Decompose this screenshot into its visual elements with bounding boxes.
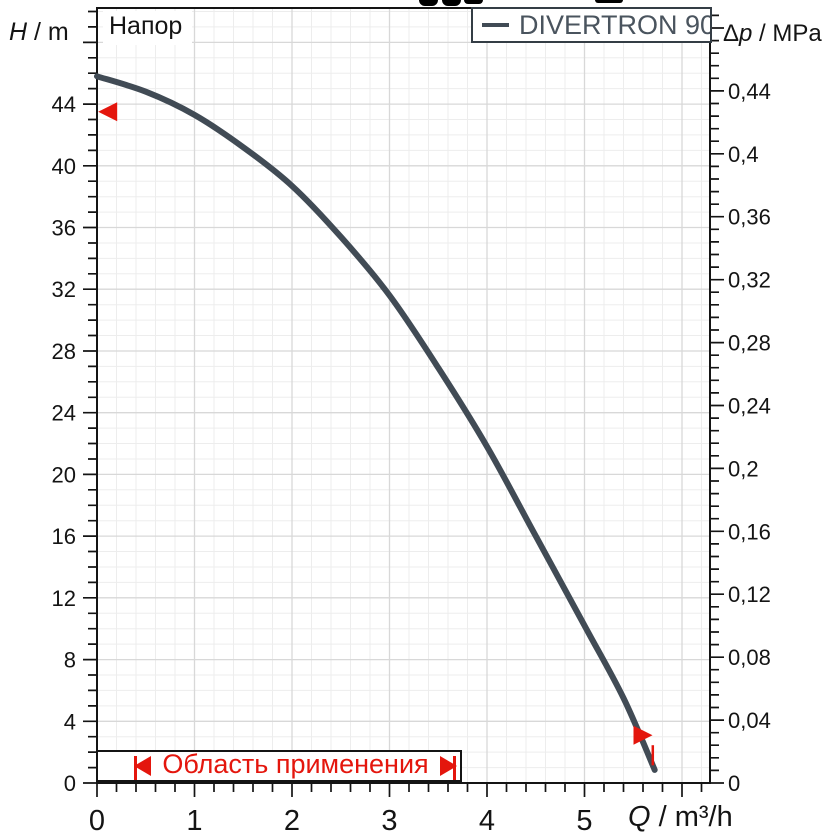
axis-ticks [83,10,724,797]
svg-text:12: 12 [52,586,76,611]
svg-text:32: 32 [52,277,76,302]
cropped-title-fragment [419,0,438,6]
application-range-box: Область применения [96,749,462,782]
svg-text:2: 2 [284,805,300,837]
grid-major [97,8,710,783]
range-end-bar [453,756,456,780]
svg-text:5: 5 [576,805,592,837]
application-range-content: Область применения [134,749,457,780]
svg-text:4: 4 [479,805,495,837]
tick-labels: 0 1 2 3 4 504812162024283236404400,040,080,12… [52,79,771,837]
svg-text:0: 0 [728,771,740,796]
svg-text:4: 4 [64,709,76,734]
svg-text:0,12: 0,12 [728,582,771,607]
plot-label-head: Напор [103,11,193,45]
svg-text:0,24: 0,24 [728,394,771,419]
svg-text:0,4: 0,4 [728,142,759,167]
svg-text:0,32: 0,32 [728,268,771,293]
svg-text:8: 8 [64,648,76,673]
svg-text:28: 28 [52,339,76,364]
x-axis-title: Q / m³/h [628,801,733,833]
svg-text:0: 0 [89,805,105,837]
svg-text:0: 0 [64,771,76,796]
svg-text:20: 20 [52,462,76,487]
right-axis-title: Δp / MPa [723,20,822,47]
range-start-arrow-icon [98,102,118,122]
svg-text:0,28: 0,28 [728,331,771,356]
cropped-title-fragment [442,0,461,6]
svg-text:40: 40 [52,154,76,179]
svg-text:1: 1 [186,805,202,837]
cropped-title-fragment [595,0,623,3]
svg-text:0,16: 0,16 [728,519,771,544]
svg-text:24: 24 [52,401,76,426]
legend-series-label: DIVERTRON 900 [519,9,712,40]
svg-text:0,36: 0,36 [728,205,771,230]
svg-text:0,2: 0,2 [728,456,759,481]
cropped-title-fragment [464,0,483,4]
svg-text:0,04: 0,04 [728,708,771,733]
grid-minor [97,8,710,783]
series-line-sample-icon [482,23,509,27]
svg-text:44: 44 [52,92,76,117]
pump-curve [94,73,658,773]
application-range-label: Область применения [162,749,429,779]
svg-text:36: 36 [52,216,76,241]
svg-text:3: 3 [381,805,397,837]
right-triangle-icon [439,756,457,776]
range-end-arrow-icon [633,725,653,745]
left-axis-title: H / m [9,18,69,46]
left-triangle-icon [134,756,152,776]
plot-border [96,7,711,784]
svg-text:0,44: 0,44 [728,79,771,104]
svg-text:0,08: 0,08 [728,645,771,670]
legend: DIVERTRON 900 [471,7,712,43]
svg-text:16: 16 [52,524,76,549]
